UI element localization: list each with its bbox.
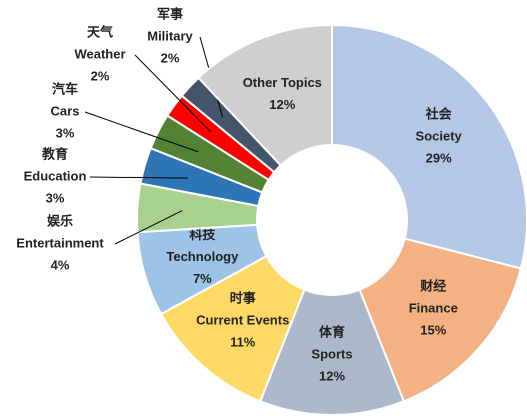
donut-slice [258,288,406,416]
slice-label: 军事 [157,6,183,21]
donut-slice [331,23,527,270]
slice-label: 7% [193,271,212,286]
slice-label: 12% [319,368,345,383]
slice-label: Current Events [196,313,289,328]
slice-label: Entertainment [16,235,104,250]
slice-label: Weather [74,46,125,61]
slice-label: 2% [161,50,180,65]
slice-label: Technology [166,249,239,264]
leader-line [114,210,183,245]
slice-label: 11% [230,335,256,350]
slice-label: Society [416,129,463,144]
slice-label: 汽车 [52,81,78,96]
slice-label: 科技 [189,227,216,242]
slice-label: 3% [46,190,65,205]
slice-label: 4% [51,257,70,272]
slice-label: 2% [91,68,110,83]
donut-slice [197,23,333,167]
slice-label: Education [24,168,87,183]
slice-label: Cars [51,103,80,118]
slice-label: Other Topics [243,75,322,90]
slice-label: Finance [409,301,458,316]
slice-label: 时事 [230,291,256,306]
slice-label: Sports [311,346,352,361]
slice-label: Military [147,28,193,43]
leader-line [89,176,188,179]
slice-label: 娱乐 [47,213,73,228]
slice-label: 12% [269,97,295,112]
leader-line [84,111,199,153]
slice-label: 社会 [425,107,453,122]
slice-label: 天气 [87,24,113,39]
donut-slice [358,237,523,403]
slice-label: 体育 [319,324,345,339]
slice-label: 教育 [41,146,68,161]
slice-label: 财经 [420,279,446,294]
slice-label: 15% [420,323,446,338]
slice-label: 29% [426,151,452,166]
slice-label: 3% [56,125,75,140]
leader-line [134,54,212,133]
